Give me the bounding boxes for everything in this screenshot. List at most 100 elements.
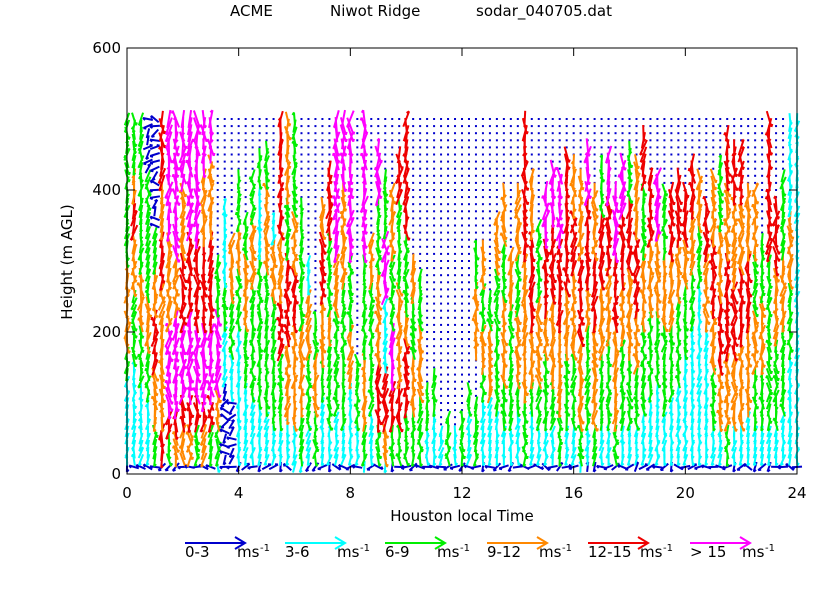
no-data-dot bbox=[370, 189, 373, 191]
no-data-dot bbox=[433, 139, 436, 142]
wind-arrow-head bbox=[140, 200, 144, 205]
wind-arrow-head bbox=[251, 335, 255, 340]
wind-arrow-head bbox=[399, 207, 403, 212]
no-data-dot bbox=[754, 174, 757, 177]
wind-arrow bbox=[368, 432, 374, 445]
wind-arrow-head bbox=[201, 132, 206, 136]
no-data-dot bbox=[481, 153, 484, 156]
no-data-dot bbox=[691, 139, 694, 142]
wind-arrow-head bbox=[302, 313, 306, 318]
no-data-dot bbox=[502, 160, 505, 163]
no-data-dot bbox=[502, 146, 505, 149]
no-data-dot bbox=[481, 174, 484, 177]
no-data-dot bbox=[454, 309, 457, 312]
no-data-dot bbox=[440, 345, 443, 348]
wind-arrow bbox=[270, 325, 277, 339]
wind-arrow bbox=[298, 446, 305, 460]
wind-arrow-head bbox=[328, 322, 332, 326]
no-data-dot bbox=[272, 174, 275, 177]
wind-arrow bbox=[283, 161, 292, 176]
no-data-dot bbox=[251, 139, 254, 142]
wind-arrow-head bbox=[271, 371, 276, 375]
wind-arrow-head bbox=[194, 463, 198, 467]
no-data-dot bbox=[307, 245, 310, 248]
wind-arrow-head bbox=[348, 441, 352, 445]
wind-arrow-head bbox=[187, 252, 192, 256]
wind-arrow bbox=[487, 345, 492, 361]
wind-arrow-head bbox=[212, 323, 216, 327]
wind-arrow-head bbox=[169, 462, 173, 467]
no-data-dot bbox=[356, 302, 359, 305]
wind-arrow bbox=[305, 289, 312, 304]
no-data-dot bbox=[314, 267, 317, 270]
wind-arrow-head bbox=[355, 462, 359, 467]
no-data-dot bbox=[370, 231, 373, 234]
wind-arrow-head bbox=[333, 188, 338, 193]
wind-arrow-head bbox=[407, 187, 411, 192]
wind-arrow-head bbox=[350, 217, 354, 221]
no-data-dot bbox=[467, 323, 470, 326]
no-data-dot bbox=[670, 153, 673, 156]
wind-arrow-head bbox=[186, 203, 191, 207]
no-data-dot bbox=[454, 323, 457, 326]
wind-arrow-head bbox=[284, 386, 289, 390]
wind-arrow-head bbox=[266, 370, 270, 375]
wind-arrow bbox=[243, 382, 248, 395]
no-data-dot bbox=[433, 295, 436, 298]
wind-arrow-head bbox=[406, 110, 410, 114]
wind-arrow-head bbox=[161, 428, 165, 433]
wind-arrow-head bbox=[191, 435, 194, 439]
wind-arrow-head bbox=[234, 289, 238, 294]
no-data-dot bbox=[461, 359, 463, 362]
no-data-dot bbox=[412, 224, 415, 227]
wind-arrow-head bbox=[328, 392, 332, 397]
no-data-dot bbox=[300, 146, 303, 149]
wind-arrow-head bbox=[149, 143, 153, 147]
no-data-dot bbox=[495, 167, 498, 170]
wind-arrow bbox=[131, 112, 137, 126]
wind-arrow-head bbox=[133, 150, 138, 155]
wind-arrow-head bbox=[305, 441, 310, 445]
no-data-dot bbox=[488, 146, 491, 149]
wind-arrow-head bbox=[211, 201, 215, 205]
wind-arrow-head bbox=[138, 356, 143, 361]
wind-arrow-head bbox=[389, 345, 393, 349]
no-data-dot bbox=[223, 146, 226, 149]
wind-arrow bbox=[327, 353, 332, 368]
wind-arrow-head bbox=[273, 406, 277, 411]
no-data-dot bbox=[607, 125, 610, 128]
wind-arrow-head bbox=[454, 434, 458, 438]
no-data-dot bbox=[684, 160, 687, 163]
wind-arrow-head bbox=[300, 207, 305, 212]
wind-arrow bbox=[368, 389, 375, 403]
no-data-dot bbox=[426, 231, 429, 234]
wind-arrow-head bbox=[179, 215, 184, 220]
wind-arrow-head bbox=[136, 282, 140, 286]
wind-arrow-head bbox=[467, 406, 471, 411]
no-data-dot bbox=[502, 153, 505, 156]
wind-arrow-head bbox=[246, 264, 250, 269]
wind-arrow-head bbox=[482, 251, 486, 255]
wind-arrow-head bbox=[131, 251, 136, 255]
wind-arrow bbox=[145, 275, 151, 289]
wind-arrow bbox=[186, 365, 194, 384]
wind-arrow bbox=[208, 175, 214, 191]
wind-arrow-head bbox=[384, 214, 389, 219]
wind-arrow-head bbox=[237, 314, 241, 318]
wind-arrow-head bbox=[178, 373, 183, 377]
no-data-dot bbox=[628, 132, 631, 135]
wind-arrow-head bbox=[184, 145, 188, 150]
wind-arrow-head bbox=[229, 328, 233, 332]
no-data-dot bbox=[440, 394, 443, 397]
no-data-dot bbox=[307, 125, 310, 128]
wind-arrow-head bbox=[370, 279, 374, 284]
no-data-dot bbox=[572, 125, 575, 128]
no-data-dot bbox=[391, 153, 394, 156]
wind-arrow bbox=[166, 260, 171, 276]
wind-arrow-head bbox=[143, 127, 147, 130]
wind-arrow bbox=[291, 218, 298, 233]
wind-arrow bbox=[339, 246, 348, 262]
wind-arrow-head bbox=[412, 420, 416, 425]
no-data-dot bbox=[440, 281, 443, 284]
wind-arrow-head bbox=[158, 266, 163, 270]
